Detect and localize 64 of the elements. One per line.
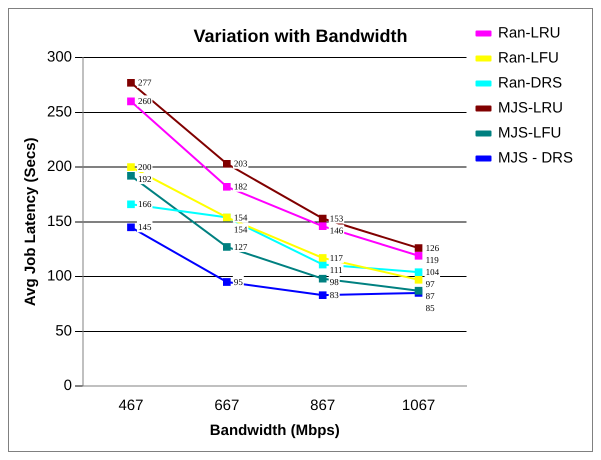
y-tick-label: 300 [46,48,72,66]
x-tick-label: 867 [310,397,336,414]
data-label: 97 [426,279,436,290]
point [414,268,422,276]
y-tick-label: 150 [46,212,72,230]
data-label: 104 [426,267,440,278]
data-label: 145 [138,222,152,232]
point [318,254,327,262]
legend-label: Ran-LRU [498,24,561,42]
data-label: 98 [330,276,340,287]
point [414,244,422,252]
data-label: 95 [234,276,244,287]
point [318,214,327,222]
legend-label: Ran-LFU [498,50,559,67]
y-axis-title: Avg Job Latency (Secs) [22,137,40,306]
legend-label: Ran-DRS [498,74,562,92]
y-tick-label: 50 [55,322,72,340]
data-label: 87 [426,291,436,302]
x-tick-label: 667 [214,397,240,414]
legend-label: MJS - DRS [498,150,573,167]
data-label: 119 [426,254,440,265]
point [414,276,422,284]
point [414,286,422,295]
y-tick-label: 100 [46,268,72,285]
point [127,163,135,171]
point [127,200,135,208]
data-label: 192 [138,174,152,184]
data-label: 260 [138,96,152,106]
data-label: 277 [138,78,152,88]
point [223,182,231,191]
data-label: 85 [426,303,436,314]
y-tick-label: 200 [46,158,72,176]
data-label: 117 [330,252,344,263]
x-tick-label: 1067 [402,397,436,414]
point [127,78,135,87]
x-tick-label: 467 [118,397,144,414]
chart-title: Variation with Bandwidth [193,26,408,46]
data-label: 154 [234,212,248,222]
point [223,160,231,168]
point [127,223,135,232]
point [318,274,327,283]
data-label: 203 [234,158,248,169]
data-label: 182 [234,182,248,192]
data-label: 126 [426,242,440,253]
data-label: 166 [138,199,152,210]
point [127,98,135,106]
y-tick-label: 0 [64,377,72,394]
point [223,243,231,251]
legend-label: MJS-LRU [498,100,564,117]
data-label: 200 [138,162,152,172]
point [414,252,422,260]
x-axis-title: Bandwidth (Mbps) [210,422,340,440]
point [223,278,231,286]
data-label: 154 [234,224,248,234]
data-label: 111 [330,264,343,275]
legend-label: MJS-LFU [498,124,562,142]
data-label: 146 [330,225,344,236]
data-label: 127 [234,242,248,252]
point [127,172,135,180]
y-tick-label: 250 [46,103,72,120]
point [318,222,327,230]
data-label: 83 [330,290,340,300]
data-label: 153 [330,213,344,224]
point [318,291,327,299]
